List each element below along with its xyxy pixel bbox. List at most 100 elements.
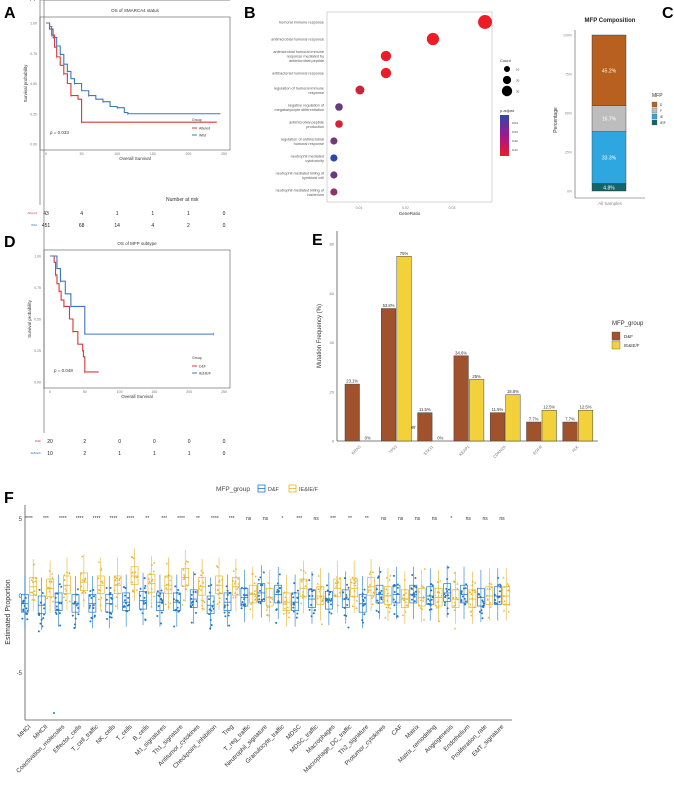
- y-tick-label: 75%: [565, 73, 572, 77]
- data-point: [436, 580, 439, 583]
- y-tick-label: 5: [19, 517, 23, 523]
- data-point: [74, 600, 77, 603]
- data-point: [286, 609, 289, 612]
- risk-value: 1: [116, 211, 119, 217]
- data-point: [335, 585, 338, 588]
- data-point: [446, 607, 449, 610]
- data-point: [502, 609, 506, 612]
- significance-label: ns: [415, 516, 421, 522]
- data-point: [277, 601, 280, 604]
- data-point: [46, 586, 50, 589]
- p-value: p = 0.048: [54, 368, 73, 373]
- significance-label: ns: [466, 516, 472, 522]
- data-point: [277, 590, 280, 593]
- data-point: [337, 580, 340, 583]
- y-axis-label: Estimated Proportion: [5, 579, 12, 644]
- data-point: [84, 591, 87, 594]
- panel-label-E: E: [312, 232, 323, 249]
- data-point: [422, 595, 425, 598]
- data-point: [380, 589, 383, 592]
- outlier-point: [53, 712, 55, 715]
- data-point: [494, 602, 497, 605]
- significance-label: ns: [432, 516, 438, 522]
- data-point: [48, 586, 51, 589]
- data-point: [142, 602, 145, 605]
- data-point: [329, 603, 332, 606]
- bar-KRAS-D&F: [344, 383, 360, 442]
- data-point: [186, 560, 190, 563]
- data-point: [351, 595, 354, 598]
- data-point: [208, 608, 211, 611]
- risk-value: 451: [42, 223, 51, 229]
- data-point: [234, 567, 238, 570]
- data-point: [330, 597, 333, 600]
- data-point: [427, 602, 430, 605]
- data-point: [234, 591, 237, 594]
- data-point: [198, 587, 201, 590]
- significance-label: ***: [43, 516, 49, 522]
- data-point: [343, 577, 346, 580]
- risk-x-tick: 150: [150, 0, 156, 1]
- bar-label: 0%: [437, 436, 443, 441]
- data-point: [310, 603, 313, 606]
- significance-label: *: [281, 516, 283, 522]
- data-point: [22, 609, 25, 612]
- data-point: [385, 588, 388, 591]
- data-point: [480, 609, 483, 612]
- data-point: [218, 600, 221, 603]
- data-point: [253, 589, 257, 592]
- dot-term: [335, 103, 343, 111]
- data-point: [392, 598, 395, 601]
- data-point: [430, 598, 433, 601]
- data-point: [150, 587, 153, 590]
- legend-key: [651, 119, 658, 126]
- legend-key: [651, 101, 658, 108]
- data-point: [22, 600, 25, 603]
- data-point: [471, 580, 474, 583]
- term-label: bacterium: [307, 193, 324, 197]
- dot-term: [380, 67, 392, 79]
- data-point: [463, 603, 466, 606]
- data-point: [174, 585, 177, 588]
- bar-ALK-D&F: [562, 421, 578, 442]
- risk-value: 0: [223, 439, 226, 445]
- data-point: [284, 596, 287, 599]
- data-point: [97, 560, 101, 563]
- data-point: [507, 584, 510, 587]
- data-point: [339, 576, 342, 579]
- data-point: [443, 603, 446, 606]
- data-point: [25, 612, 28, 615]
- data-point: [224, 615, 227, 618]
- data-point: [182, 598, 185, 601]
- data-point: [259, 576, 262, 579]
- data-point: [422, 599, 425, 602]
- data-point: [470, 592, 473, 595]
- data-point: [347, 586, 350, 589]
- data-point: [507, 589, 510, 592]
- data-point: [199, 588, 203, 591]
- data-point: [223, 604, 226, 607]
- data-point: [74, 617, 77, 620]
- significance-label: ***: [296, 516, 302, 522]
- data-point: [316, 597, 319, 600]
- data-point: [268, 595, 271, 598]
- legend-title: Group: [192, 356, 202, 360]
- data-point: [393, 590, 396, 593]
- data-point: [77, 607, 80, 610]
- x-tick-label: 100: [117, 390, 123, 394]
- panel-label-D: D: [4, 234, 16, 251]
- data-point: [208, 591, 211, 594]
- data-point: [89, 604, 92, 607]
- data-point: [410, 587, 413, 590]
- color-legend-label: 0.03: [512, 130, 518, 134]
- data-point: [40, 618, 43, 621]
- data-point: [445, 587, 448, 590]
- data-point: [291, 592, 294, 595]
- data-point: [164, 602, 167, 605]
- color-legend-label: 0.02: [512, 139, 518, 143]
- data-point: [353, 578, 356, 581]
- significance-label: ****: [93, 516, 101, 522]
- data-point: [328, 593, 331, 596]
- legend-label: D&F: [624, 334, 633, 339]
- data-point: [394, 600, 397, 603]
